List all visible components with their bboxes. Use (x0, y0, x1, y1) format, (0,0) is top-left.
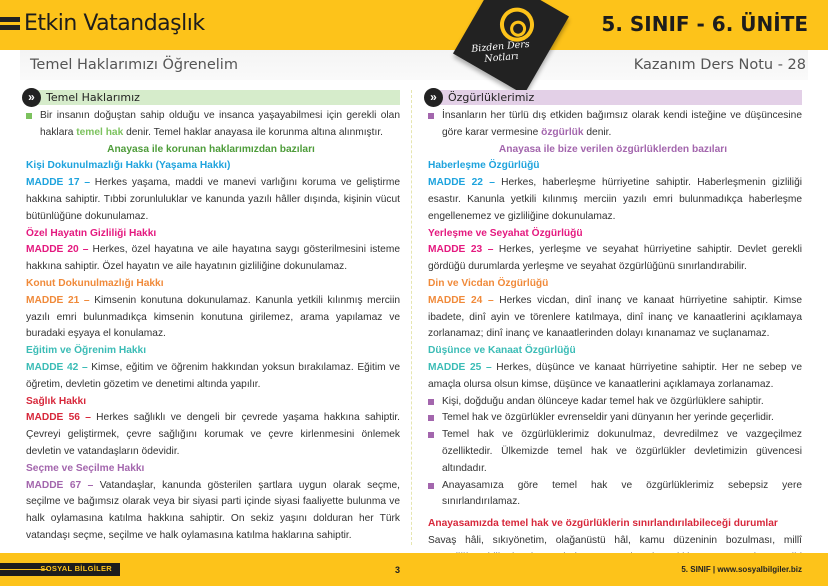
item-heading: Özel Hayatın Gizliliği Hakkı (26, 227, 157, 239)
item-heading: Yerleşme ve Seyahat Özgürlüğü (428, 227, 583, 239)
footer-band (0, 553, 828, 586)
bullet-icon (26, 113, 32, 119)
intro-bullet: Bir insanın doğuştan sahip olduğu ve ins… (22, 108, 400, 142)
article-number: MADDE 24 – (428, 294, 494, 306)
limits-heading: Anayasamızda temel hak ve özgürlüklerin … (428, 518, 778, 530)
article-number: MADDE 25 – (428, 361, 492, 373)
article-number: MADDE 23 – (428, 244, 494, 256)
bullet-icon (428, 113, 434, 119)
double-chevron-icon: » (22, 88, 41, 107)
article-text: MADDE 25 – Herkes, düşünce ve kanaat hür… (428, 361, 802, 390)
section-header: » Özgürlüklerimiz (424, 88, 802, 107)
intro-bullet: İnsanların her türlü dış etkiden bağımsı… (424, 108, 802, 142)
article-number: MADDE 21 – (26, 294, 90, 306)
article-text: MADDE 20 – Herkes, özel hayatına ve aile… (26, 244, 400, 273)
double-chevron-icon: » (424, 88, 443, 107)
item-heading: Din ve Vicdan Özgürlüğü (428, 277, 549, 289)
article-text: MADDE 21 – Kimsenin konutuna dokunulamaz… (26, 294, 400, 340)
article-text: MADDE 42 – Kimse, eğitim ve öğrenim hakk… (26, 361, 401, 390)
subheading: Anayasa ile bize verilen özgürlüklerden … (498, 143, 728, 155)
list-item: Kişi, doğduğu andan ölünceye kadar temel… (424, 394, 802, 411)
article-text: MADDE 17 – Herkes yaşama, maddi ve manev… (26, 177, 400, 222)
item-heading: Sağlık Hakkı (26, 395, 87, 407)
item-heading: Kişi Dokunulmazlığı Hakkı (Yaşama Hakkı) (26, 160, 231, 172)
bullet-icon (428, 482, 434, 489)
column-divider (411, 90, 412, 545)
article-text: MADDE 22 – Herkes, haberleşme hürriyetin… (428, 177, 802, 222)
lesson-note-label: Kazanım Ders Notu - 28 (633, 57, 806, 73)
section-title: Özgürlüklerimiz (448, 91, 535, 104)
article-text: MADDE 67 – Vatandaşlar, kanunda gösteril… (26, 479, 401, 541)
section-header: » Temel Haklarımız (22, 88, 400, 107)
article-number: MADDE 20 – (26, 244, 89, 256)
bullet-icon (428, 415, 434, 422)
footer-subject: SOSYAL BİLGİLER (0, 563, 120, 576)
badge-text: Bizden Ders Notları (470, 38, 531, 65)
section-title: Temel Haklarımız (46, 91, 140, 104)
page-number: 3 (395, 565, 401, 575)
bullet-icon (428, 398, 434, 405)
right-column: » Özgürlüklerimiz İnsanların her türlü d… (424, 88, 802, 583)
item-heading: Eğitim ve Öğrenim Hakkı (26, 345, 147, 357)
unit-label: 5. SINIF - 6. ÜNİTE (601, 12, 808, 36)
subtitle: Temel Haklarımızı Öğrenelim (30, 57, 238, 73)
item-heading: Konut Dokunulmazlığı Hakkı (26, 277, 164, 289)
article-number: MADDE 22 – (428, 177, 495, 189)
header-band (0, 0, 828, 50)
article-number: MADDE 42 – (26, 361, 88, 373)
item-heading: Düşünce ve Kanaat Özgürlüğü (428, 345, 576, 357)
footer-website: 5. SINIF | www.sosyalbilgiler.biz (681, 565, 802, 574)
subheading: Anayasa ile korunan haklarımızdan bazıla… (107, 143, 315, 155)
article-text: MADDE 24 – Herkes vicdan, dinî inanç ve … (428, 294, 802, 340)
article-text: MADDE 56 – Herkes sağlıklı ve dengeli bi… (26, 412, 400, 457)
item-heading: Haberleşme Özgürlüğü (428, 160, 540, 172)
article-number: MADDE 67 – (26, 479, 94, 491)
article-number: MADDE 56 – (26, 412, 91, 424)
article-text: MADDE 23 – Herkes, yerleşme ve seyahat h… (428, 244, 803, 273)
article-number: MADDE 17 – (26, 177, 90, 189)
list-item: Anayasamıza göre temel hak ve özgürlükle… (424, 478, 802, 512)
list-item: Temel hak ve özgürlükler evrenseldir yan… (424, 410, 802, 427)
list-item: Temel hak ve özgürlüklerimiz dokunulmaz,… (424, 427, 802, 477)
item-heading: Seçme ve Seçilme Hakkı (26, 462, 145, 474)
page-title: Etkin Vatandaşlık (24, 11, 205, 36)
bullet-icon (428, 432, 434, 439)
menu-bars-icon (0, 17, 20, 33)
subheader-band (20, 50, 808, 80)
left-column: » Temel Haklarımız Bir insanın doğuştan … (22, 88, 400, 545)
